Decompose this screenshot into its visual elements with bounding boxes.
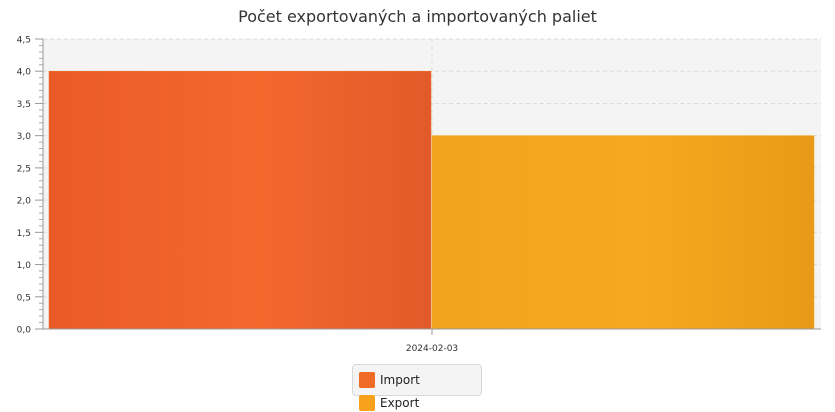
y-tick-label: 1,0: [17, 261, 32, 271]
legend-item-export: Export: [359, 394, 419, 412]
y-tick-label: 1,5: [17, 229, 31, 239]
y-tick-label: 2,5: [17, 164, 31, 174]
legend-item-import: Import: [359, 371, 420, 389]
y-tick-label: 0,0: [17, 326, 32, 336]
y-tick-label: 2,0: [17, 197, 32, 207]
y-tick-label: 3,5: [17, 100, 31, 110]
y-tick-label: 3,0: [17, 132, 32, 142]
bar-export: [431, 135, 815, 330]
legend-swatch-export: [359, 395, 375, 411]
y-axis-ticks: 0,0 0,5 1,0 1,5 2,0 2,5 3,0 3,5 4,0 4,5: [17, 36, 43, 336]
x-tick-label: 2024-02-03: [406, 344, 458, 354]
legend-label-import: Import: [380, 373, 420, 387]
bar-import: [48, 70, 432, 330]
bars: [48, 70, 815, 330]
legend-label-export: Export: [380, 396, 420, 410]
x-axis-ticks: 2024-02-03: [406, 329, 458, 354]
legend-swatch-import: [359, 372, 375, 388]
chart-title: Počet exportovaných a importovaných pali…: [238, 7, 597, 26]
y-tick-label: 0,5: [17, 293, 31, 303]
y-tick-label: 4,0: [17, 68, 32, 78]
y-tick-label: 4,5: [17, 36, 31, 46]
legend: Import Export: [352, 364, 482, 411]
